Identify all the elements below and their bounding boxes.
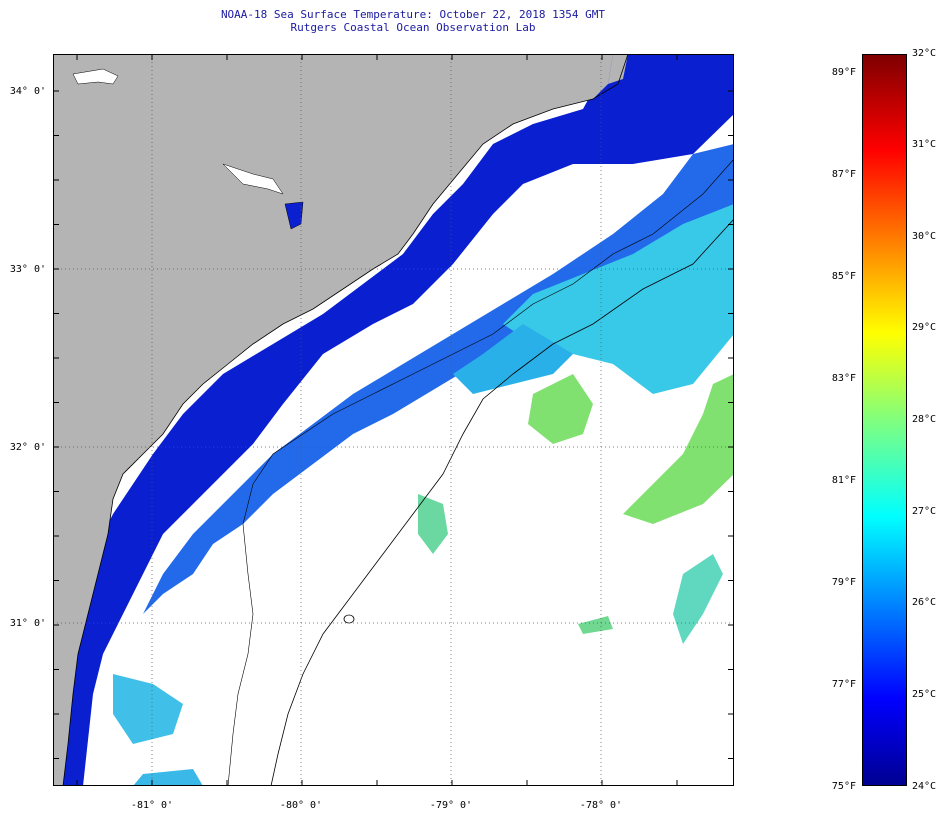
colorbar-c-label: 25°C [912, 689, 937, 700]
lon-label-80: -80° 0' [279, 800, 323, 811]
colorbar-c-label: 24°C [912, 781, 937, 792]
colorbar-f-label: 79°F [831, 577, 856, 588]
temperature-colorbar [862, 54, 907, 786]
colorbar-f-label: 81°F [831, 475, 856, 486]
lat-label-31: 31° 0' [9, 618, 46, 629]
map-subtitle: Rutgers Coastal Ocean Observation Lab [290, 21, 536, 34]
lake [222, 163, 284, 195]
lake [72, 68, 119, 85]
gulf-stream-patch-3 [418, 494, 448, 554]
offshore-warm-plume-2 [453, 324, 573, 394]
southern-shelf-water-2 [133, 769, 203, 786]
midshelf-water [143, 144, 734, 614]
gulf-stream-patch-5 [578, 616, 613, 634]
colorbar-c-label: 31°C [912, 139, 937, 150]
nearshore-cold-water [53, 54, 734, 786]
colorbar-f-label: 89°F [831, 67, 856, 78]
graticule [53, 54, 734, 786]
map-title: NOAA-18 Sea Surface Temperature: October… [220, 8, 606, 21]
gulf-stream-patch-2 [623, 374, 734, 524]
colorbar-c-label: 32°C [912, 48, 937, 59]
isobath-contour-2 [227, 158, 734, 786]
gulf-stream-patch [528, 374, 593, 444]
lon-label-81: -81° 0' [130, 800, 174, 811]
colorbar-f-label: 83°F [831, 373, 856, 384]
land-mass [53, 54, 613, 786]
lon-label-78: -78° 0' [579, 800, 623, 811]
colorbar-c-label: 28°C [912, 414, 937, 425]
lat-label-34: 34° 0' [9, 86, 46, 97]
colorbar-f-label: 85°F [831, 271, 856, 282]
isobath-contour [270, 218, 734, 786]
colorbar-c-label: 30°C [912, 231, 937, 242]
lat-label-32: 32° 0' [9, 442, 46, 453]
coastline [62, 54, 629, 786]
sst-map [53, 54, 734, 786]
lake [284, 201, 304, 230]
colorbar-f-label: 77°F [831, 679, 856, 690]
lon-label-79: -79° 0' [429, 800, 473, 811]
colorbar-f-label: 87°F [831, 169, 856, 180]
southern-shelf-water [113, 674, 183, 744]
colorbar-c-label: 29°C [912, 322, 937, 333]
offshore-warm-plume [503, 204, 734, 394]
lat-label-33: 33° 0' [9, 264, 46, 275]
land-mass-ne [608, 54, 628, 84]
gulf-stream-patch-4 [673, 554, 723, 644]
colorbar-c-label: 26°C [912, 597, 937, 608]
colorbar-f-label: 75°F [831, 781, 856, 792]
colorbar-c-label: 27°C [912, 506, 937, 517]
